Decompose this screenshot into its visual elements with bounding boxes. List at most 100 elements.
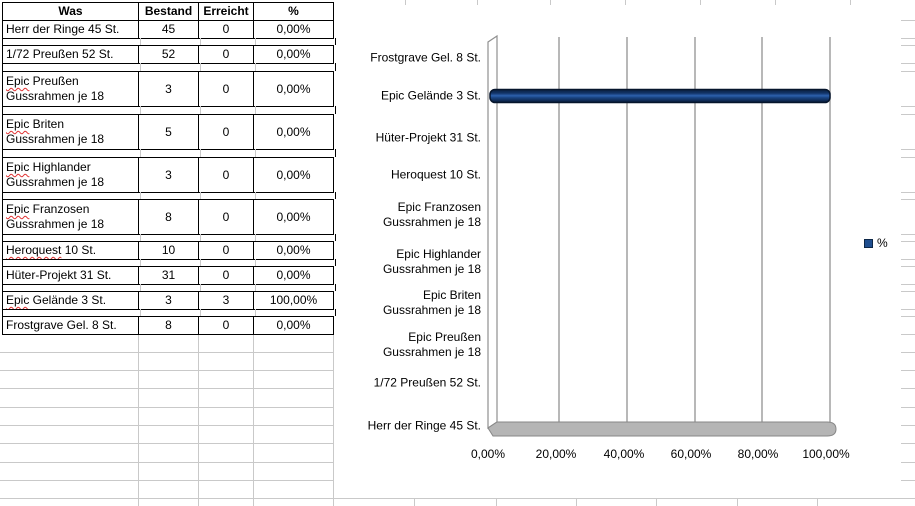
table-cell-bestand[interactable]: 52 <box>138 45 199 64</box>
gridline <box>140 259 141 266</box>
gridline <box>255 63 256 71</box>
gridline <box>0 462 333 463</box>
table-cell-prozent[interactable]: 0,00% <box>253 71 334 107</box>
table-cell-erreicht[interactable]: 0 <box>198 71 254 107</box>
table-cell-prozent[interactable]: 0,00% <box>253 45 334 64</box>
embedded-bar-chart[interactable]: Frostgrave Gel. 8 St. Epic Gelände 3 St. H… <box>337 5 900 495</box>
gridline <box>737 499 738 506</box>
gridline <box>140 284 141 291</box>
gridline <box>901 388 915 389</box>
table-cell-erreicht[interactable]: 0 <box>198 266 254 285</box>
table-border <box>335 259 336 266</box>
gridline <box>200 149 201 157</box>
gridline <box>255 309 256 316</box>
table-cell-was[interactable]: Herr der Ringe 45 St. <box>2 20 139 39</box>
gridline <box>0 425 333 426</box>
table-cell-prozent[interactable]: 0,00% <box>253 241 334 260</box>
table-cell-prozent[interactable]: 0,00% <box>253 114 334 150</box>
table-cell-bestand[interactable]: 10 <box>138 241 199 260</box>
category-label: Epic Franzosen Gussrahmen je 18 <box>382 200 481 229</box>
table-border <box>2 149 3 157</box>
table-header-cell[interactable]: % <box>253 2 334 21</box>
table-cell-prozent[interactable]: 100,00% <box>253 291 334 310</box>
table-cell-was[interactable]: Frostgrave Gel. 8 St. <box>2 316 139 335</box>
table-cell-bestand[interactable]: 5 <box>138 114 199 150</box>
misspelled-word: Epic <box>6 160 30 174</box>
gridline <box>901 38 915 39</box>
table-header-cell[interactable]: Erreicht <box>198 2 254 21</box>
gridline <box>901 462 915 463</box>
value-axis-tick-label: 60,00% <box>670 447 712 461</box>
table-cell-bestand[interactable]: 3 <box>138 71 199 107</box>
gridline <box>333 334 334 506</box>
table-cell-was[interactable]: Hüter-Projekt 31 St. <box>2 266 139 285</box>
table-cell-prozent[interactable]: 0,00% <box>253 157 334 193</box>
gridline <box>140 106 141 114</box>
table-cell-bestand[interactable]: 45 <box>138 20 199 39</box>
table-cell-erreicht[interactable]: 0 <box>198 241 254 260</box>
table-header-cell[interactable]: Bestand <box>138 2 199 21</box>
table-border <box>2 63 3 71</box>
gridline <box>901 480 915 481</box>
chart-legend[interactable]: % <box>864 236 888 250</box>
gridline <box>255 192 256 199</box>
table-cell-prozent[interactable]: 0,00% <box>253 199 334 235</box>
gridline <box>901 192 915 193</box>
gridline <box>775 0 776 5</box>
table-cell-bestand[interactable]: 3 <box>138 157 199 193</box>
table-cell-was[interactable]: Epic Briten Gussrahmen je 18 <box>2 114 139 150</box>
misspelled-word: Heroquest <box>6 243 62 257</box>
gridline <box>901 157 915 158</box>
table-header-cell[interactable]: Was <box>2 2 139 21</box>
table-border <box>2 106 3 114</box>
table-border <box>2 38 3 45</box>
table-cell-prozent[interactable]: 0,00% <box>253 316 334 335</box>
table-cell-was[interactable]: Epic Highlander Gussrahmen je 18 <box>2 157 139 193</box>
value-axis-tick-label: 100,00% <box>802 447 850 461</box>
table-cell-erreicht[interactable]: 0 <box>198 20 254 39</box>
gridline <box>901 352 915 353</box>
table-border <box>335 192 336 199</box>
gridline <box>255 149 256 157</box>
table-border <box>335 284 336 291</box>
gridline <box>901 20 915 21</box>
gridline <box>477 0 478 5</box>
gridline <box>496 499 497 506</box>
table-cell-was[interactable]: Epic Preußen Gussrahmen je 18 <box>2 71 139 107</box>
table-cell-was[interactable]: Epic Gelände 3 St. <box>2 291 139 310</box>
table-cell-was[interactable]: Epic Franzosen Gussrahmen je 18 <box>2 199 139 235</box>
gridline <box>255 234 256 241</box>
gridline <box>253 334 254 506</box>
table-cell-erreicht[interactable]: 3 <box>198 291 254 310</box>
table-cell-erreicht[interactable]: 0 <box>198 199 254 235</box>
table-cell-bestand[interactable]: 8 <box>138 316 199 335</box>
gridline <box>200 234 201 241</box>
table-cell-erreicht[interactable]: 0 <box>198 316 254 335</box>
table-cell-bestand[interactable]: 3 <box>138 291 199 310</box>
table-cell-erreicht[interactable]: 0 <box>198 157 254 193</box>
table-cell-bestand[interactable]: 31 <box>138 266 199 285</box>
table-cell-prozent[interactable]: 0,00% <box>253 266 334 285</box>
bar-1[interactable] <box>489 88 831 104</box>
gridline <box>200 259 201 266</box>
table-cell-erreicht[interactable]: 0 <box>198 45 254 64</box>
table-border <box>2 284 3 291</box>
gridline <box>901 425 915 426</box>
gridline <box>0 388 333 389</box>
category-label: Epic Gelände 3 St. <box>380 88 481 103</box>
table-cell-bestand[interactable]: 8 <box>138 199 199 235</box>
table-cell-was[interactable]: 1/72 Preußen 52 St. <box>2 45 139 64</box>
table-cell-prozent[interactable]: 0,00% <box>253 20 334 39</box>
chart-bars <box>489 88 831 104</box>
table-border <box>2 259 3 266</box>
gridline <box>901 114 915 115</box>
gridline <box>198 334 199 506</box>
value-axis-tick-label: 0,00% <box>470 447 506 461</box>
table-cell-was[interactable]: Heroquest 10 St. <box>2 241 139 260</box>
category-label: 1/72 Preußen 52 St. <box>373 375 481 390</box>
gridline <box>0 407 333 408</box>
misspelled-word: Epic <box>6 293 30 307</box>
table-cell-erreicht[interactable]: 0 <box>198 114 254 150</box>
